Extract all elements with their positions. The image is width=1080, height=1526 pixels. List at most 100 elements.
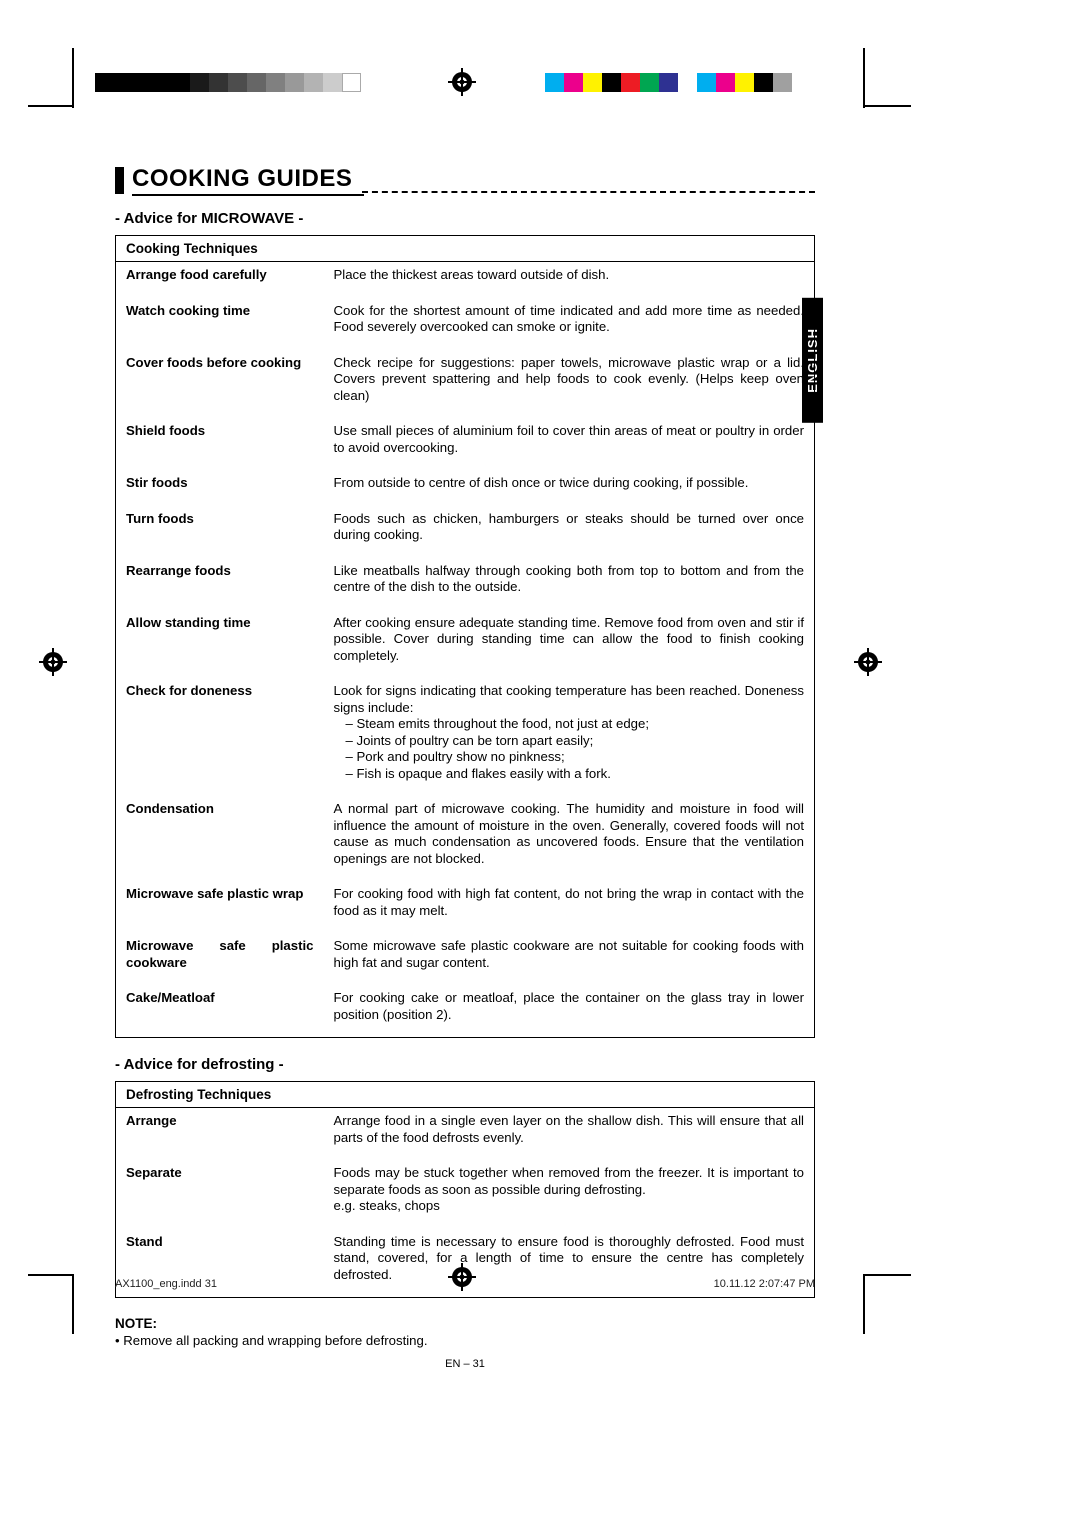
swatch	[342, 73, 361, 92]
bullet-line: – Pork and poultry show no pinkness;	[346, 749, 805, 766]
row-label: Turn foods	[116, 506, 324, 558]
row-label: Arrange	[116, 1108, 324, 1161]
row-desc: Foods may be stuck together when removed…	[324, 1160, 815, 1229]
row-desc: Place the thickest areas toward outside …	[324, 262, 815, 298]
row-desc: A normal part of microwave cooking. The …	[324, 796, 815, 881]
registration-mark-icon	[854, 648, 882, 676]
swatch	[209, 73, 228, 92]
row-desc: Some microwave safe plastic cookware are…	[324, 933, 815, 985]
swatch	[697, 73, 716, 92]
page-number: EN – 31	[115, 1358, 815, 1370]
row-label: Cover foods before cooking	[116, 350, 324, 419]
row-label: Watch cooking time	[116, 298, 324, 350]
row-desc: Check recipe for suggestions: paper towe…	[324, 350, 815, 419]
row-label: Shield foods	[116, 418, 324, 470]
crop-mark	[72, 48, 74, 108]
swatch	[659, 73, 678, 92]
table-row: Allow standing timeAfter cooking ensure …	[116, 610, 815, 679]
swatch	[564, 73, 583, 92]
swatch	[602, 73, 621, 92]
row-desc: Look for signs indicating that cooking t…	[324, 678, 815, 796]
page-title: COOKING GUIDES	[132, 165, 364, 196]
table-row: Arrange food carefullyPlace the thickest…	[116, 262, 815, 298]
row-label: Arrange food carefully	[116, 262, 324, 298]
swatch	[133, 73, 152, 92]
registration-mark-icon	[448, 68, 476, 96]
table-row: SeparateFoods may be stuck together when…	[116, 1160, 815, 1229]
note-label: NOTE:	[115, 1316, 815, 1331]
swatch	[621, 73, 640, 92]
row-desc: Use small pieces of aluminium foil to co…	[324, 418, 815, 470]
note-text: • Remove all packing and wrapping before…	[115, 1333, 815, 1348]
swatch	[171, 73, 190, 92]
swatch	[773, 73, 792, 92]
color-colorbar	[545, 73, 811, 92]
swatch	[583, 73, 602, 92]
section-subtitle: - Advice for defrosting -	[115, 1056, 815, 1073]
row-desc: For cooking cake or meatloaf, place the …	[324, 985, 815, 1038]
footer-timestamp: 10.11.12 2:07:47 PM	[714, 1278, 815, 1290]
table-row: Cake/MeatloafFor cooking cake or meatloa…	[116, 985, 815, 1038]
row-desc: Like meatballs halfway through cooking b…	[324, 558, 815, 610]
section-subtitle: - Advice for MICROWAVE -	[115, 210, 815, 227]
swatch	[754, 73, 773, 92]
row-label: Rearrange foods	[116, 558, 324, 610]
bullet-line: – Steam emits throughout the food, not j…	[346, 716, 805, 733]
table-row: Stir foodsFrom outside to centre of dish…	[116, 470, 815, 506]
swatch	[323, 73, 342, 92]
crop-mark	[28, 105, 73, 107]
table-header: Cooking Techniques	[116, 236, 815, 262]
defrosting-techniques-table: Defrosting Techniques ArrangeArrange foo…	[115, 1081, 815, 1298]
row-desc: For cooking food with high fat content, …	[324, 881, 815, 933]
swatch	[285, 73, 304, 92]
row-label: Cake/Meatloaf	[116, 985, 324, 1038]
swatch	[190, 73, 209, 92]
table-row: Rearrange foodsLike meatballs halfway th…	[116, 558, 815, 610]
table-row: Shield foodsUse small pieces of aluminiu…	[116, 418, 815, 470]
title-dash-rule	[362, 191, 815, 193]
row-label: Allow standing time	[116, 610, 324, 679]
row-label: Separate	[116, 1160, 324, 1229]
swatch	[247, 73, 266, 92]
swatch	[545, 73, 564, 92]
table-row: Turn foodsFoods such as chicken, hamburg…	[116, 506, 815, 558]
bullet-line: – Joints of poultry can be torn apart ea…	[346, 733, 805, 750]
crop-mark	[28, 1274, 73, 1276]
swatch	[678, 73, 697, 92]
crop-mark	[72, 1274, 74, 1334]
title-accent-bar	[115, 167, 124, 194]
swatch	[640, 73, 659, 92]
row-label: Microwave safe plastic cookware	[116, 933, 324, 985]
row-label: Condensation	[116, 796, 324, 881]
table-row: Microwave safe plastic wrapFor cooking f…	[116, 881, 815, 933]
row-desc: Foods such as chicken, hamburgers or ste…	[324, 506, 815, 558]
table-header: Defrosting Techniques	[116, 1082, 815, 1108]
table-row: Check for donenessLook for signs indicat…	[116, 678, 815, 796]
crop-mark	[863, 48, 865, 108]
page-content: COOKING GUIDES - Advice for MICROWAVE - …	[115, 165, 815, 1370]
row-label: Microwave safe plastic wrap	[116, 881, 324, 933]
row-label: Check for doneness	[116, 678, 324, 796]
swatch	[152, 73, 171, 92]
row-desc: Cook for the shortest amount of time ind…	[324, 298, 815, 350]
row-desc: From outside to centre of dish once or t…	[324, 470, 815, 506]
footer: AX1100_eng.indd 31 10.11.12 2:07:47 PM	[115, 1278, 815, 1290]
bullet-line: – Fish is opaque and flakes easily with …	[346, 766, 805, 783]
row-label: Stir foods	[116, 470, 324, 506]
swatch	[716, 73, 735, 92]
swatch	[228, 73, 247, 92]
cooking-techniques-table: Cooking Techniques Arrange food carefull…	[115, 235, 815, 1038]
row-desc: Arrange food in a single even layer on t…	[324, 1108, 815, 1161]
swatch	[792, 73, 811, 92]
grayscale-colorbar	[95, 73, 361, 92]
swatch	[114, 73, 133, 92]
table-row: Cover foods before cookingCheck recipe f…	[116, 350, 815, 419]
crop-mark	[863, 1274, 865, 1334]
swatch	[304, 73, 323, 92]
table-row: Microwave safe plastic cookwareSome micr…	[116, 933, 815, 985]
footer-file: AX1100_eng.indd 31	[115, 1278, 217, 1290]
table-row: CondensationA normal part of microwave c…	[116, 796, 815, 881]
table-row: Watch cooking timeCook for the shortest …	[116, 298, 815, 350]
title-row: COOKING GUIDES	[115, 165, 815, 196]
crop-mark	[863, 1274, 911, 1276]
